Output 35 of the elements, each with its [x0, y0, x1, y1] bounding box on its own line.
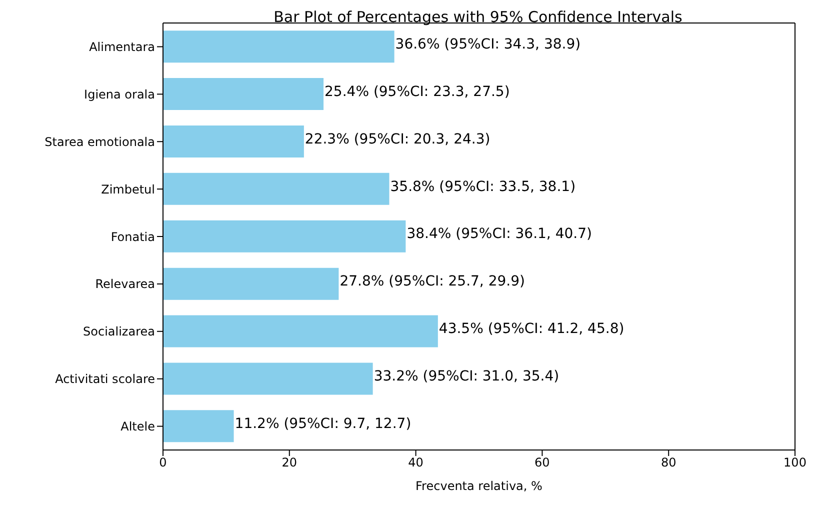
y-tick-label: Alimentara [89, 40, 155, 54]
x-tick-label: 20 [282, 456, 298, 470]
x-tick-label: 40 [408, 456, 424, 470]
bar [163, 220, 406, 252]
data-label: 25.4% (95%CI: 23.3, 27.5) [324, 84, 510, 100]
data-label: 38.4% (95%CI: 36.1, 40.7) [406, 226, 592, 242]
data-label: 27.8% (95%CI: 25.7, 29.9) [340, 274, 525, 290]
y-tick-label: Zimbetul [101, 182, 155, 196]
bar [163, 410, 234, 442]
y-tick-label: Fonatia [110, 230, 155, 244]
y-tick-label: Altele [120, 420, 155, 434]
y-tick-label: Relevarea [95, 277, 155, 292]
data-label: 33.2% (95%CI: 31.0, 35.4) [374, 368, 560, 385]
data-label: 11.2% (95%CI: 9.7, 12.7) [234, 416, 412, 432]
y-tick-label: Igiena orala [84, 87, 155, 102]
y-tick-label: Starea emotionala [44, 134, 155, 149]
data-label: 36.6% (95%CI: 34.3, 38.9) [395, 36, 581, 52]
x-tick-label: 80 [660, 456, 676, 470]
x-tick-label: 60 [534, 456, 550, 470]
x-tick-label: 0 [159, 456, 167, 470]
bar [163, 172, 390, 205]
bar [163, 78, 324, 110]
data-label: 43.5% (95%CI: 41.2, 45.8) [438, 321, 624, 338]
bar [163, 30, 394, 63]
x-tick-label: 100 [784, 456, 806, 470]
bar [163, 268, 339, 300]
y-tick-label: Socializarea [83, 324, 155, 339]
bar [163, 315, 438, 348]
x-axis-title: Frecventa relativa, % [416, 479, 542, 493]
bar [163, 362, 373, 395]
chart-title: Bar Plot of Percentages with 95% Confidence Intervals [272, 8, 684, 26]
y-tick-label: Activitati scolare [55, 372, 155, 386]
bar [163, 125, 304, 158]
data-label: 35.8% (95%CI: 33.5, 38.1) [390, 178, 576, 195]
data-label: 22.3% (95%CI: 20.3, 24.3) [304, 131, 490, 148]
